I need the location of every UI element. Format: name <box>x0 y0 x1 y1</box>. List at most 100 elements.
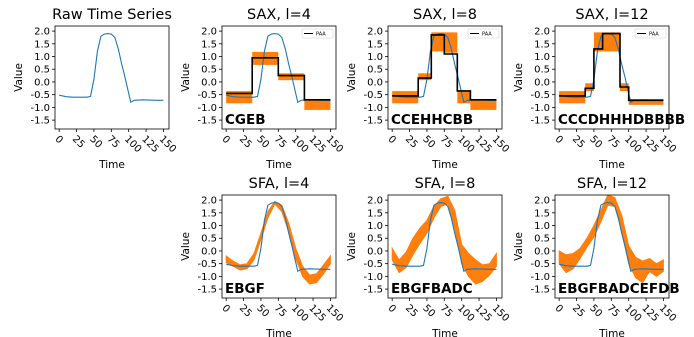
y-tick-label: -1.0 <box>530 272 550 283</box>
x-tick-label: 100 <box>122 134 143 155</box>
paa-line <box>559 32 664 102</box>
axes-frame <box>554 194 670 299</box>
legend: PAA <box>634 28 667 39</box>
panel-title: SAX, l=12 <box>575 7 648 23</box>
x-tick-label: 125 <box>472 303 493 324</box>
x-tick-label: 25 <box>403 134 420 151</box>
symbolic-word: CGEB <box>225 112 266 128</box>
plot-area <box>392 32 497 110</box>
panel-title: SAX, l=4 <box>247 7 311 23</box>
legend-box <box>634 28 667 39</box>
x-tick-label: 25 <box>237 303 254 320</box>
y-tick-label: 0.0 <box>367 77 383 88</box>
x-axis-label: Time <box>265 159 292 171</box>
x-tick-label: 50 <box>420 303 437 320</box>
x-tick-label: 150 <box>324 134 345 155</box>
y-tick-label: -1.5 <box>530 285 550 296</box>
x-tick-label: 0 <box>386 303 398 315</box>
x-tick-label: 150 <box>324 303 345 324</box>
sax-band <box>585 83 594 92</box>
x-tick-label: 25 <box>403 303 420 320</box>
paa-line <box>226 56 331 101</box>
y-tick-label: 0.5 <box>534 234 550 245</box>
axes-frame <box>54 25 170 130</box>
plot-area <box>225 200 331 285</box>
y-tick-label: -0.5 <box>530 259 550 270</box>
x-tick-label: 125 <box>639 134 660 155</box>
sax-band <box>431 32 445 52</box>
y-tick-label: 1.0 <box>201 221 217 232</box>
x-axis-label: Time <box>598 328 625 337</box>
plot-area <box>59 33 164 104</box>
x-tick-label: 0 <box>220 134 232 146</box>
y-tick-label: 0.0 <box>201 77 217 88</box>
x-tick-label: 150 <box>490 303 511 324</box>
x-axis-label: Time <box>598 159 625 171</box>
x-tick-label: 75 <box>105 134 122 151</box>
series-line <box>559 202 664 273</box>
y-tick-label: 1.0 <box>534 52 550 63</box>
sax-band <box>628 98 664 105</box>
y-tick-label: 0.5 <box>34 65 50 76</box>
symbolic-word: CCCDHHHDBBBB <box>558 112 685 128</box>
y-tick-label: 2.0 <box>201 27 217 38</box>
plot-area <box>226 33 331 110</box>
symbolic-word: CCEHHCBB <box>391 112 473 128</box>
y-tick-label: 1.0 <box>34 52 50 63</box>
x-tick-label: 50 <box>254 134 271 151</box>
axes-frame <box>221 194 337 299</box>
chart-panel-5: SFA, l=4 -1.5 -1.0 -0.5 0.00.5 1.0 1.52.0 0 25 50… <box>180 176 345 337</box>
x-tick-label: 125 <box>306 303 327 324</box>
sax-band <box>470 98 497 110</box>
y-tick-label: -1.0 <box>363 103 383 114</box>
y-tick-label: 0.0 <box>367 246 383 257</box>
y-axis-label: Value <box>346 232 358 261</box>
legend-box <box>301 28 334 39</box>
chart-panel-1: Raw Time Series-1.5-1.0-0.50.00.51.01.52… <box>13 7 178 171</box>
y-axis-label: Value <box>13 63 25 92</box>
y-tick-label: -1.0 <box>197 272 217 283</box>
panel-title: SAX, l=8 <box>413 7 477 23</box>
y-tick-label: 1.0 <box>201 52 217 63</box>
chart-panel-4: SAX, l=12 -1.5 -1.0 -0.5 0.00.5 1.0 1.52.0 0 25 5… <box>513 7 685 171</box>
y-tick-label: -1.0 <box>530 103 550 114</box>
y-tick-label: -1.5 <box>530 116 550 127</box>
y-tick-label: 0.5 <box>367 234 383 245</box>
y-tick-label: -0.5 <box>30 90 50 101</box>
x-tick-label: 75 <box>438 303 455 320</box>
x-tick-label: 125 <box>139 134 160 155</box>
x-tick-label: 25 <box>570 134 587 151</box>
x-tick-label: 125 <box>639 303 660 324</box>
x-tick-label: 75 <box>605 303 622 320</box>
y-tick-label: -1.0 <box>30 103 50 114</box>
series-line <box>392 33 497 104</box>
y-tick-label: -1.5 <box>30 116 50 127</box>
panel-title: SFA, l=4 <box>249 176 310 192</box>
x-tick-label: 100 <box>622 303 643 324</box>
y-tick-label: 2.0 <box>34 27 50 38</box>
x-tick-label: 150 <box>490 134 511 155</box>
x-tick-label: 125 <box>472 134 493 155</box>
x-tick-label: 75 <box>272 134 289 151</box>
y-tick-label: 2.0 <box>367 196 383 207</box>
x-tick-label: 50 <box>587 134 604 151</box>
y-axis-label: Value <box>346 63 358 92</box>
y-tick-label: -0.5 <box>363 90 383 101</box>
y-tick-label: 1.5 <box>534 39 550 50</box>
sfa-envelope <box>391 195 497 285</box>
y-tick-label: 1.0 <box>367 221 383 232</box>
axes-frame <box>387 25 503 130</box>
plot-area <box>391 195 497 285</box>
sfa-envelope <box>225 200 331 285</box>
x-axis-label: Time <box>431 328 458 337</box>
legend: PAA <box>301 28 334 39</box>
x-tick-label: 0 <box>553 134 565 146</box>
x-tick-label: 0 <box>553 303 565 315</box>
symbolic-word: EBGFBADC <box>391 281 473 297</box>
y-tick-label: -0.5 <box>197 259 217 270</box>
x-axis-label: Time <box>265 328 292 337</box>
y-tick-label: -1.5 <box>197 285 217 296</box>
x-tick-label: 0 <box>53 134 65 146</box>
y-tick-label: -1.5 <box>363 285 383 296</box>
x-tick-label: 25 <box>570 303 587 320</box>
